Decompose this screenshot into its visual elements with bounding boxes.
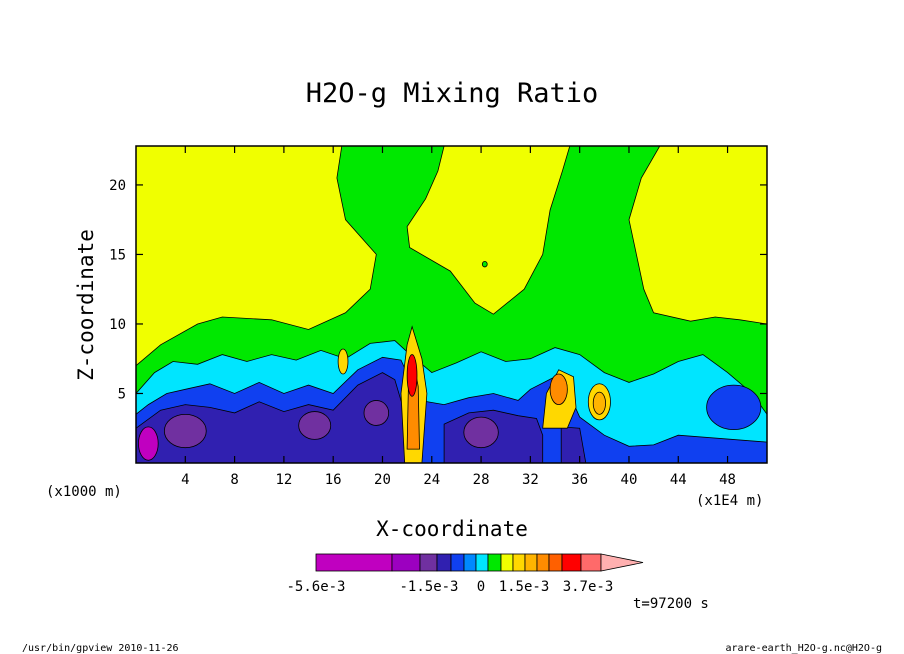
core-2-inner	[549, 373, 568, 406]
colorbar-label: -1.5e-3	[399, 579, 458, 595]
y-tick-label: 5	[118, 386, 126, 402]
x-tick-label: 40	[621, 472, 638, 488]
colorbar-segment	[475, 553, 489, 572]
colorbar-labels: -5.6e-3 -1.5e-3 0 1.5e-3 3.7e-3	[286, 579, 613, 595]
colorbar-segment	[512, 553, 526, 572]
colorbar	[315, 553, 644, 572]
colorbar-segment	[391, 553, 421, 572]
x-tick-label: 16	[325, 472, 342, 488]
core-3-inner	[592, 391, 606, 415]
x-tick-label: 24	[423, 472, 440, 488]
colorbar-segment	[315, 553, 393, 572]
footer-right: arare-earth_H2O-g.nc@H2O-g	[725, 643, 882, 654]
x-tick-label: 4	[181, 472, 189, 488]
footer-left: /usr/bin/gpview 2010-11-26	[22, 643, 179, 654]
core-small	[337, 348, 349, 375]
x-tick-label: 48	[719, 472, 736, 488]
colorbar-label: 0	[477, 579, 485, 595]
purple-patch-3	[463, 416, 499, 449]
x-tick-label: 32	[522, 472, 539, 488]
colorbar-segment	[487, 553, 502, 572]
region-darkblue-3	[560, 426, 587, 463]
colorbar-arrow	[600, 553, 644, 572]
region-darkblue-1	[136, 372, 408, 463]
chart-title: H2O-g Mixing Ratio	[306, 78, 599, 109]
x-tick-label: 28	[473, 472, 490, 488]
colorbar-segment	[500, 553, 514, 572]
green-dot	[481, 260, 488, 268]
y-tick-label: 10	[109, 317, 126, 333]
colorbar-label: 3.7e-3	[563, 579, 614, 595]
y-tick-label: 15	[109, 247, 126, 263]
colorbar-segment	[450, 553, 465, 572]
x-axis-label: X-coordinate	[376, 517, 528, 541]
y-axis-ticks: 5 10 15 20	[109, 178, 767, 402]
colorbar-segment	[436, 553, 452, 572]
core-1-red	[406, 354, 418, 397]
x-tick-label: 36	[571, 472, 588, 488]
colorbar-segment	[561, 553, 582, 572]
colorbar-segment	[548, 553, 563, 572]
plot-frame	[135, 145, 768, 464]
x-tick-label: 44	[670, 472, 687, 488]
contour-field	[136, 146, 767, 463]
colorbar-segment	[580, 553, 602, 572]
purple-patch-1	[163, 413, 207, 449]
x-tick-label: 12	[275, 472, 292, 488]
magenta-patch	[138, 426, 159, 461]
y-tick-label: 20	[109, 178, 126, 194]
colorbar-segment	[419, 553, 438, 572]
colorbar-segment	[524, 553, 538, 572]
x-tick-label: 8	[230, 472, 238, 488]
x-tick-label: 20	[374, 472, 391, 488]
colorbar-label: 1.5e-3	[499, 579, 550, 595]
purple-patch-4	[363, 400, 390, 426]
x-unit-label: (x1E4 m)	[696, 493, 763, 509]
y-axis-label: Z-coordinate	[74, 229, 98, 381]
region-blue-right	[706, 384, 762, 431]
colorbar-segment	[536, 553, 550, 572]
x-axis-ticks: 4 8 12 16 20 24 28 32 36 40 44 48	[181, 146, 736, 488]
colorbar-segment	[463, 553, 477, 572]
time-label: t=97200 s	[633, 596, 709, 612]
colorbar-label: -5.6e-3	[286, 579, 345, 595]
y-unit-label: (x1000 m)	[46, 484, 122, 500]
purple-patch-2	[298, 411, 332, 440]
